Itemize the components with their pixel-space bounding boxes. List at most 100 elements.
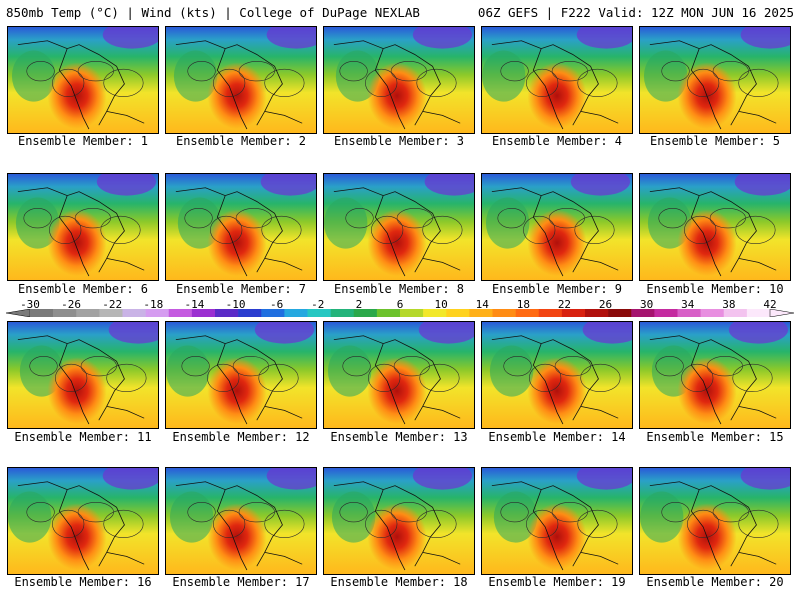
cool-anomaly-region	[482, 50, 526, 102]
temperature-map	[324, 174, 474, 280]
ensemble-member-panel	[323, 321, 475, 429]
height-contour	[526, 68, 559, 97]
cold-air-region	[96, 174, 157, 196]
heat-dome-region	[47, 62, 107, 130]
height-contour	[345, 208, 374, 229]
ensemble-member-caption: Ensemble Member: 7	[175, 282, 307, 296]
height-contour	[503, 356, 532, 377]
height-contour	[655, 356, 684, 377]
ensemble-member-caption: Ensemble Member: 19	[488, 575, 626, 589]
cold-air-region	[734, 174, 790, 196]
colorbar-tick-labels: -30 -26 -22 -18 -14 -10 -6 -2 2 6 10 14 18 22 26 30 34 38…	[6, 298, 794, 311]
temperature-map	[482, 322, 632, 428]
height-contour	[264, 68, 305, 97]
ensemble-member-panel	[165, 173, 317, 281]
cold-air-region	[260, 174, 316, 196]
coastline-borders	[649, 40, 777, 130]
ensemble-member-panel	[481, 173, 633, 281]
ensemble-member-caption: Ensemble Member: 15	[646, 430, 784, 444]
height-contour	[684, 215, 717, 244]
colorbar-tick-label: -14	[184, 298, 205, 311]
colorbar-segment	[538, 309, 563, 317]
cold-air-region	[102, 468, 158, 490]
height-contour	[52, 68, 85, 97]
height-contour	[738, 68, 779, 97]
ensemble-member-caption: Ensemble Member: 13	[330, 430, 468, 444]
coastline-borders	[17, 40, 145, 130]
heat-dome-region	[207, 209, 267, 277]
cool-anomaly-region	[324, 197, 368, 249]
colorbar-tick-label: 18	[516, 298, 530, 311]
height-contour	[181, 356, 210, 377]
heat-dome-region	[207, 357, 267, 425]
height-contour	[29, 356, 58, 377]
height-contour	[210, 215, 243, 244]
temperature-map	[640, 27, 790, 133]
ensemble-member-panel	[7, 173, 159, 281]
height-contour	[264, 509, 305, 538]
ensemble-member-panel	[165, 26, 317, 134]
ensemble-member-caption: Ensemble Member: 10	[646, 282, 784, 296]
cold-air-region	[582, 322, 632, 344]
colorbar-segment	[585, 309, 609, 317]
cold-air-region	[424, 174, 474, 196]
height-contour	[681, 363, 714, 392]
ensemble-member-caption: Ensemble Member: 1	[17, 134, 149, 148]
colorbar-tick-label: 38	[722, 298, 736, 311]
ensemble-member-panel	[7, 467, 159, 575]
colorbar-tick-label: 26	[598, 298, 613, 311]
colorbar-segment	[76, 309, 100, 317]
ensemble-member-caption: Ensemble Member: 4	[491, 134, 623, 148]
height-contour	[187, 61, 216, 82]
temperature-map	[324, 27, 474, 133]
height-contour	[258, 363, 299, 392]
coastline-borders	[333, 40, 461, 130]
heat-dome-region	[367, 62, 427, 130]
coastline-borders	[17, 187, 145, 277]
colorbar-segment	[307, 309, 331, 317]
cold-air-region	[266, 468, 316, 490]
cool-anomaly-region	[169, 491, 214, 543]
temperature-map	[8, 322, 158, 428]
colorbar-bar	[6, 309, 794, 317]
colorbar-tick-label: -6	[270, 298, 284, 311]
temperature-map	[8, 174, 158, 280]
height-contour	[365, 68, 398, 97]
cool-anomaly-region	[173, 50, 218, 102]
height-contour	[658, 208, 687, 229]
temperature-colorbar: -30 -26 -22 -18 -14 -10 -6 -2 2 6 10 14 18 22 26 30 34 38…	[6, 298, 794, 320]
colorbar-tick-label: 14	[475, 298, 489, 311]
ensemble-member-caption: Ensemble Member: 14	[488, 430, 626, 444]
ensemble-member-panel	[481, 321, 633, 429]
heat-dome-region	[527, 209, 587, 277]
ensemble-member-caption: Ensemble Member: 9	[491, 282, 623, 296]
colorbar-segment	[168, 309, 193, 317]
colorbar-tick-label: 2	[355, 298, 363, 311]
height-contour	[100, 215, 141, 244]
ensemble-member-panel	[7, 26, 159, 134]
cold-air-region	[740, 27, 790, 49]
temperature-map	[640, 174, 790, 280]
colorbar-segment	[376, 309, 401, 317]
colorbar-segment	[284, 309, 308, 317]
heat-dome-region	[527, 62, 587, 130]
ensemble-member-caption: Ensemble Member: 11	[14, 430, 152, 444]
cold-air-region	[576, 27, 632, 49]
colorbar-tick-label: -2	[311, 298, 325, 311]
height-contour	[213, 509, 246, 538]
colorbar-tick-label: 22	[557, 298, 572, 311]
colorbar-segment	[145, 309, 170, 317]
cold-air-region	[576, 468, 632, 490]
temperature-map	[8, 27, 158, 133]
colorbar-tick-label: -10	[225, 298, 246, 311]
height-contour	[500, 61, 529, 82]
colorbar-segment	[423, 309, 447, 317]
ensemble-member-panel	[323, 173, 475, 281]
temperature-map	[482, 174, 632, 280]
height-contour	[261, 215, 302, 244]
temperature-map	[324, 322, 474, 428]
colorbar-segment	[446, 309, 470, 317]
height-contour	[103, 68, 144, 97]
coastline-borders	[491, 335, 619, 425]
temperature-map	[166, 468, 316, 574]
